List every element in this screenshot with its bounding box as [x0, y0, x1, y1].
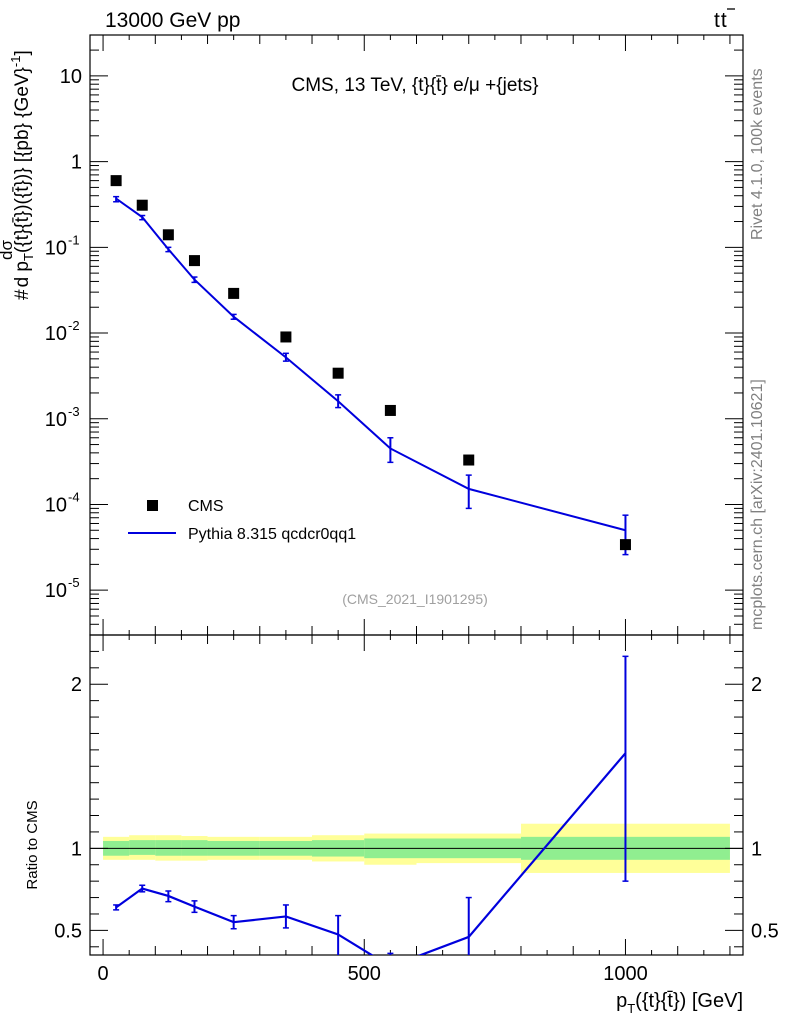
x-tick-label: 500 — [348, 963, 381, 985]
main-y-tick-label: 10 — [45, 323, 67, 345]
ratio-y-ticks: 0.5 0.5 1 1 2 2 — [54, 650, 779, 948]
ratio-y-tick-label-right: 0.5 — [751, 920, 779, 942]
side-label-rivet: Rivet 4.1.0, 100k events — [749, 68, 766, 240]
legend-cms-label: CMS — [188, 498, 224, 515]
main-y-tick-exponent: -3 — [68, 404, 80, 419]
cms-data-point — [332, 367, 344, 379]
main-y-tick-label: 10 — [45, 580, 67, 602]
ratio-line — [115, 752, 627, 955]
band-inner-1 — [129, 840, 156, 855]
cms-data-point — [162, 229, 174, 241]
main-y-tick-label: 1 — [71, 152, 82, 174]
analysis-label: (CMS_2021_I1901295) — [342, 591, 488, 607]
side-label-mcplots: mcplots.cern.ch [arXiv:2401.10621] — [749, 379, 766, 630]
x-tick-label: 1000 — [603, 963, 648, 985]
x-axis-label: pT({t}{t̄}) [GeV] — [616, 990, 743, 1016]
x-ticks: 0 500 1000 — [97, 35, 731, 985]
svg-text:tt: tt — [714, 9, 727, 32]
ratio-y-tick-label-right: 2 — [751, 674, 762, 696]
main-y-tick-exponent: -5 — [68, 575, 80, 590]
main-y-tick-exponent: -4 — [68, 489, 80, 504]
main-y-tick-label: 10 — [45, 237, 67, 259]
cms-data-point — [110, 175, 122, 187]
pythia-line — [115, 197, 626, 532]
ratio-y-tick-label-right: 1 — [751, 838, 762, 860]
main-y-tick-exponent: -2 — [68, 318, 80, 333]
legend-pythia-label: Pythia 8.315 qcdcr0qq1 — [188, 526, 356, 543]
cms-data-point — [228, 287, 240, 299]
ratio-y-tick-label: 2 — [71, 674, 82, 696]
main-y-tick-label: 10 — [45, 409, 67, 431]
main-y-tick-label: 10 — [60, 66, 82, 88]
x-tick-label: 0 — [97, 963, 108, 985]
cms-data-point — [619, 539, 631, 551]
cms-data-point — [136, 199, 148, 211]
ratio-plot: 0 500 1000 0.5 0.5 1 1 2 2 — [54, 35, 779, 985]
ratio-frame — [89, 634, 744, 956]
ratio-series — [113, 655, 629, 955]
cms-data-point — [384, 404, 396, 416]
ratio-y-axis-label: Ratio to CMS — [24, 800, 41, 889]
main-y-axis-label-num: dσ — [0, 240, 16, 260]
main-series — [110, 175, 631, 556]
cms-data-point — [280, 331, 292, 343]
main-y-tick-label: 10 — [45, 494, 67, 516]
cms-data-point — [188, 255, 200, 267]
main-y-tick-exponent: -1 — [68, 232, 80, 247]
ratio-y-tick-label: 0.5 — [54, 920, 82, 942]
header-right-title: tt — [714, 8, 735, 32]
legend-cms-marker — [147, 500, 158, 511]
main-plot-title: CMS, 13 TeV, {t}{t̄} e/μ +{jets} — [291, 75, 538, 96]
ratio-y-tick-label: 1 — [71, 838, 82, 860]
main-frame — [89, 34, 744, 636]
cms-data-point — [463, 454, 475, 466]
legend: CMS Pythia 8.315 qcdcr0qq1 — [128, 498, 356, 543]
header-left-title: 13000 GeV pp — [105, 9, 240, 32]
main-y-axis-label: #d pT({t}{t̄})({t̄})} [{pb} {GeV}-1] — [8, 50, 36, 300]
